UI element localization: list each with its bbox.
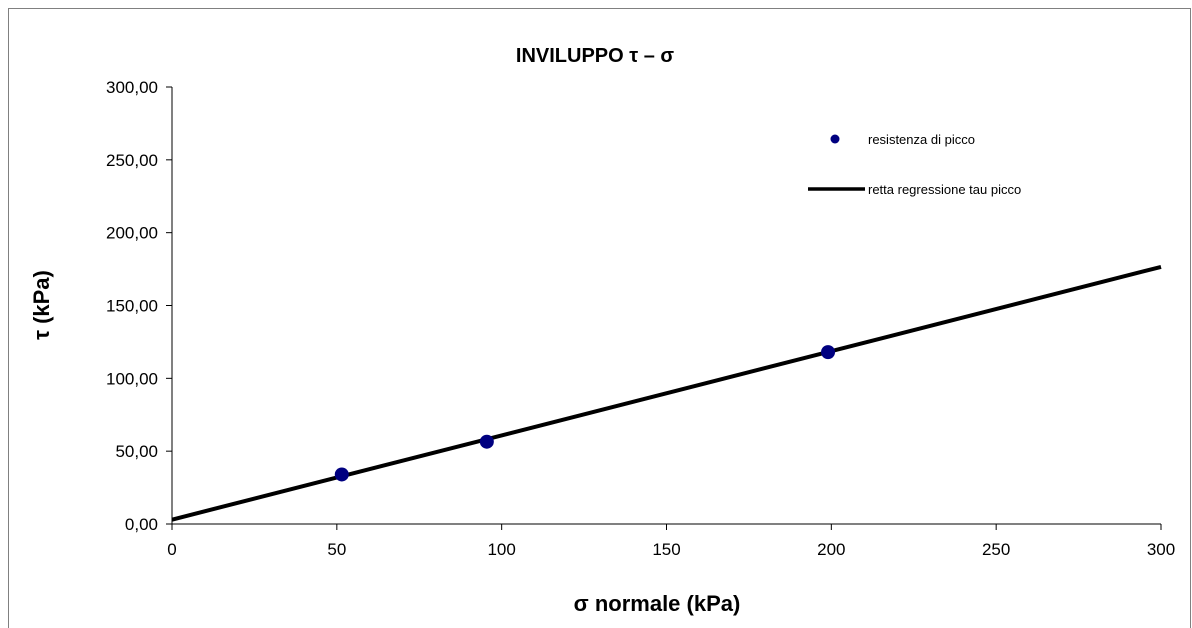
x-axis-ticks: 0 50 100 150 200 250 300 [167, 524, 1175, 559]
y-tick-label: 150,00 [106, 297, 158, 316]
y-tick-label: 50,00 [115, 442, 158, 461]
regression-line [171, 264, 1162, 522]
y-tick-label: 200,00 [106, 224, 158, 243]
data-point [334, 467, 349, 482]
plot-marks [171, 264, 1162, 522]
legend: resistenza di picco retta regressione tau… [808, 132, 1021, 197]
legend-marker-scatter [830, 134, 840, 144]
y-tick-label: 0,00 [125, 515, 158, 534]
x-tick-label: 250 [982, 540, 1010, 559]
chart-frame [8, 8, 1191, 628]
x-tick-label: 0 [167, 540, 176, 559]
y-tick-label: 250,00 [106, 151, 158, 170]
x-tick-label: 200 [817, 540, 845, 559]
x-tick-label: 300 [1147, 540, 1175, 559]
x-tick-label: 100 [487, 540, 515, 559]
y-axis-label: τ (kPa) [29, 270, 54, 340]
x-axis-label: σ normale (kPa) [574, 591, 741, 616]
y-tick-label: 100,00 [106, 369, 158, 388]
x-tick-label: 50 [327, 540, 346, 559]
legend-label: resistenza di picco [868, 132, 975, 147]
chart-title: INVILUPPO τ – σ [516, 45, 675, 67]
data-point [479, 434, 494, 449]
y-axis-ticks: 0,00 50,00 100,00 150,00 200,00 250,00 300,00 [106, 78, 172, 534]
x-tick-label: 150 [652, 540, 680, 559]
data-point [821, 345, 836, 360]
legend-label: retta regressione tau picco [868, 182, 1021, 197]
y-tick-label: 300,00 [106, 78, 158, 97]
